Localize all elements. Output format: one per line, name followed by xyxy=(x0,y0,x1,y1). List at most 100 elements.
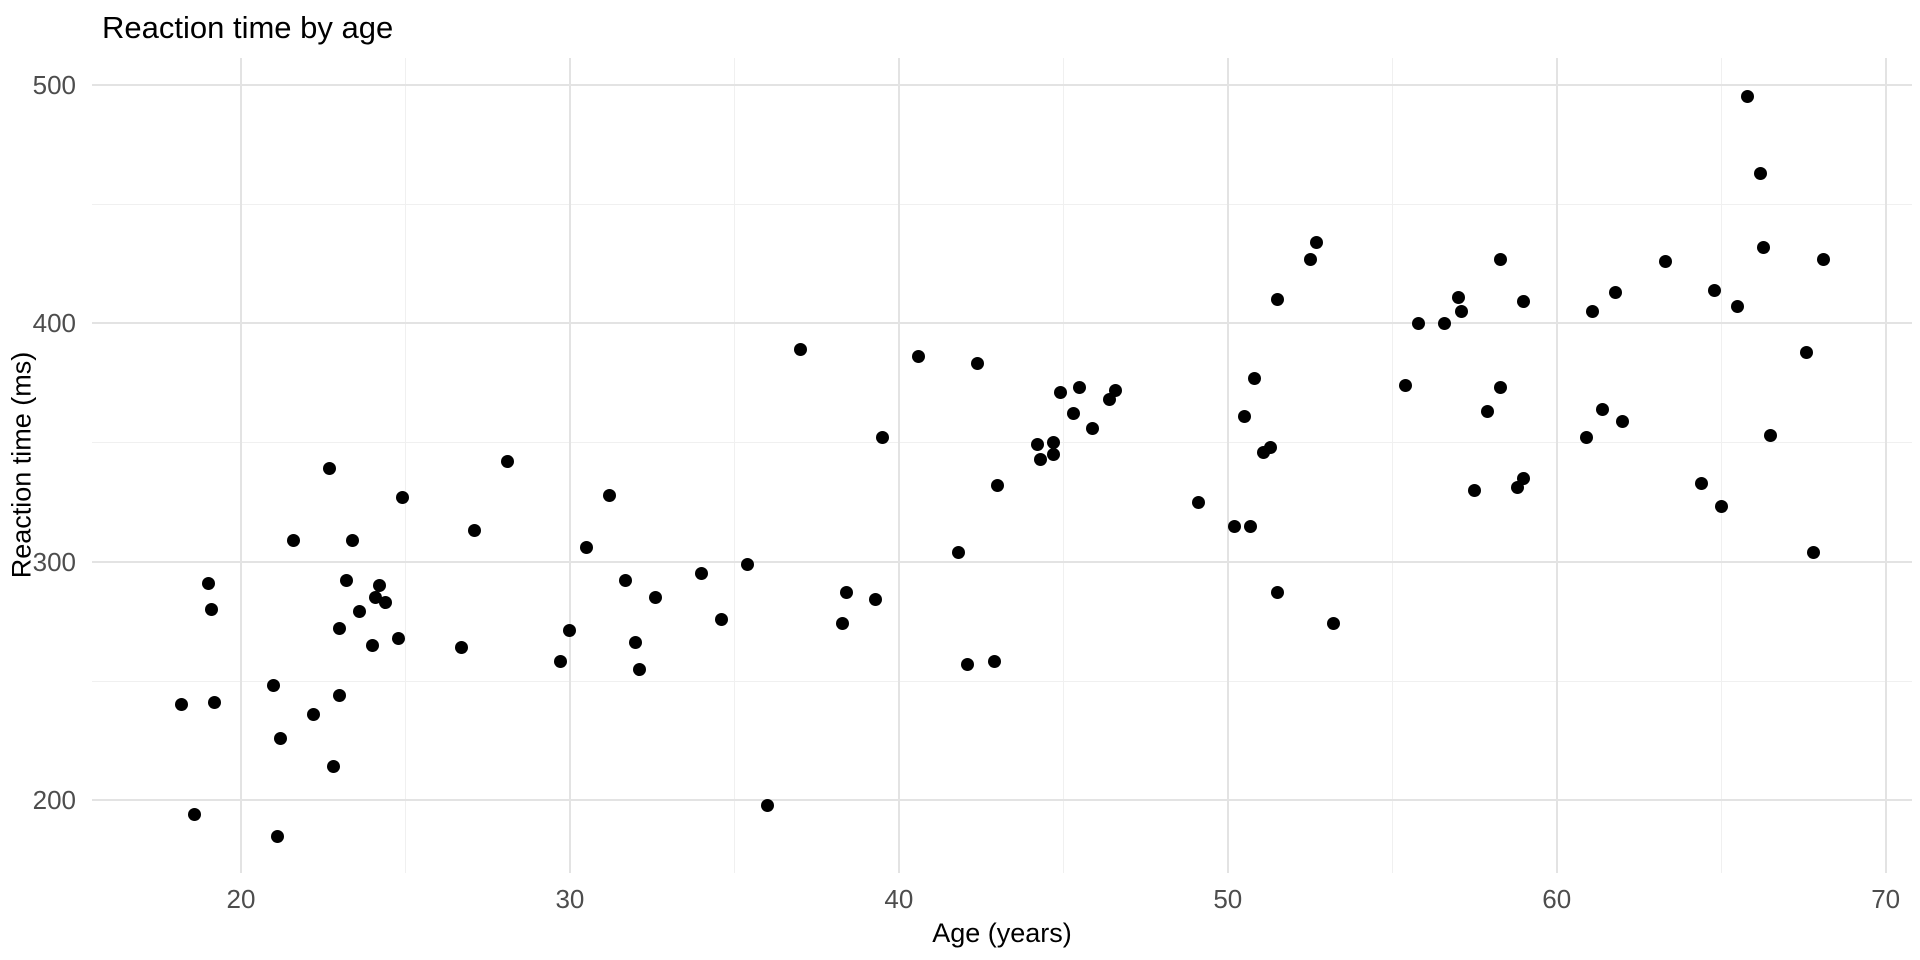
data-point xyxy=(1451,290,1465,304)
data-point xyxy=(1741,90,1755,104)
data-point xyxy=(1303,252,1317,266)
gridline-y-major xyxy=(92,322,1912,325)
data-point xyxy=(648,591,662,605)
gridline-x-major xyxy=(1226,58,1229,873)
data-point xyxy=(1270,293,1284,307)
data-point xyxy=(372,579,386,593)
data-point xyxy=(1033,452,1047,466)
data-point xyxy=(175,698,189,712)
gridline-x-major xyxy=(1555,58,1558,873)
y-tick-label: 400 xyxy=(32,308,76,339)
gridline-x-major xyxy=(897,58,900,873)
data-point xyxy=(912,350,926,364)
x-tick-label: 60 xyxy=(1542,884,1572,914)
data-point xyxy=(1247,371,1261,385)
data-point xyxy=(1454,304,1468,318)
data-point xyxy=(1481,405,1495,419)
data-point xyxy=(1731,300,1745,314)
x-tick-label: 20 xyxy=(226,884,256,914)
data-point xyxy=(366,638,380,652)
data-point xyxy=(333,688,347,702)
data-point xyxy=(1438,316,1452,330)
data-point xyxy=(1073,381,1087,395)
data-point xyxy=(836,617,850,631)
data-point xyxy=(352,605,366,619)
data-point xyxy=(875,431,889,445)
gridline-y-minor xyxy=(92,442,1912,444)
data-point xyxy=(629,636,643,650)
gridline-x-minor xyxy=(1062,58,1064,873)
data-point xyxy=(1694,476,1708,490)
data-point xyxy=(1517,295,1531,309)
y-tick-label: 200 xyxy=(32,785,76,816)
x-tick-label: 40 xyxy=(884,884,914,914)
data-point xyxy=(1086,421,1100,435)
data-point xyxy=(1237,409,1251,423)
gridline-y-major xyxy=(92,83,1912,86)
data-point xyxy=(379,595,393,609)
x-tick-label: 70 xyxy=(1871,884,1901,914)
data-point xyxy=(1398,378,1412,392)
data-point xyxy=(204,603,218,617)
data-point xyxy=(1412,316,1426,330)
x-tick-label: 30 xyxy=(555,884,585,914)
data-point xyxy=(267,679,281,693)
data-point xyxy=(333,622,347,636)
y-tick-label: 500 xyxy=(32,69,76,100)
data-point xyxy=(1468,483,1482,497)
data-point xyxy=(395,490,409,504)
gridline-x-major xyxy=(568,58,571,873)
data-point xyxy=(1714,500,1728,514)
gridline-x-major xyxy=(240,58,242,873)
data-point xyxy=(1579,431,1593,445)
gridline-y-major xyxy=(92,560,1912,563)
data-point xyxy=(1053,386,1067,400)
gridline-y-minor xyxy=(92,203,1912,205)
data-point xyxy=(1191,495,1205,509)
data-point xyxy=(714,612,728,626)
data-point xyxy=(991,479,1005,493)
data-point xyxy=(1326,617,1340,631)
data-point xyxy=(369,591,383,605)
data-point xyxy=(1046,448,1060,462)
data-point xyxy=(1757,240,1771,254)
data-point xyxy=(760,798,774,812)
data-point xyxy=(326,760,340,774)
data-point xyxy=(454,641,468,655)
data-point xyxy=(1754,166,1768,180)
data-point xyxy=(632,662,646,676)
gridline-x-minor xyxy=(1720,58,1722,873)
data-point xyxy=(602,488,616,502)
data-point xyxy=(1046,436,1060,450)
data-point xyxy=(1616,414,1630,428)
data-point xyxy=(1806,545,1820,559)
y-axis-title-text: Reaction time (ms) xyxy=(6,351,37,579)
data-point xyxy=(1816,252,1830,266)
data-point xyxy=(392,631,406,645)
plot-panel xyxy=(92,58,1912,873)
y-tick-label: 300 xyxy=(32,546,76,577)
data-point xyxy=(839,586,853,600)
data-point xyxy=(1658,254,1672,268)
data-point xyxy=(1708,283,1722,297)
data-point xyxy=(468,524,482,538)
data-point xyxy=(695,567,709,581)
data-point xyxy=(1494,252,1508,266)
data-point xyxy=(287,533,301,547)
chart-title: Reaction time by age xyxy=(102,10,394,45)
data-point xyxy=(1517,471,1531,485)
gridline-x-minor xyxy=(733,58,735,873)
gridline-x-minor xyxy=(404,58,406,873)
data-point xyxy=(500,455,514,469)
data-point xyxy=(339,574,353,588)
data-point xyxy=(793,343,807,357)
data-point xyxy=(1066,407,1080,421)
x-tick-label: 50 xyxy=(1213,884,1243,914)
data-point xyxy=(323,462,337,476)
gridline-y-minor xyxy=(92,680,1912,682)
gridline-x-major xyxy=(1884,58,1887,873)
data-point xyxy=(869,593,883,607)
x-axis-title: Age (years) xyxy=(932,918,1072,948)
data-point xyxy=(1030,438,1044,452)
